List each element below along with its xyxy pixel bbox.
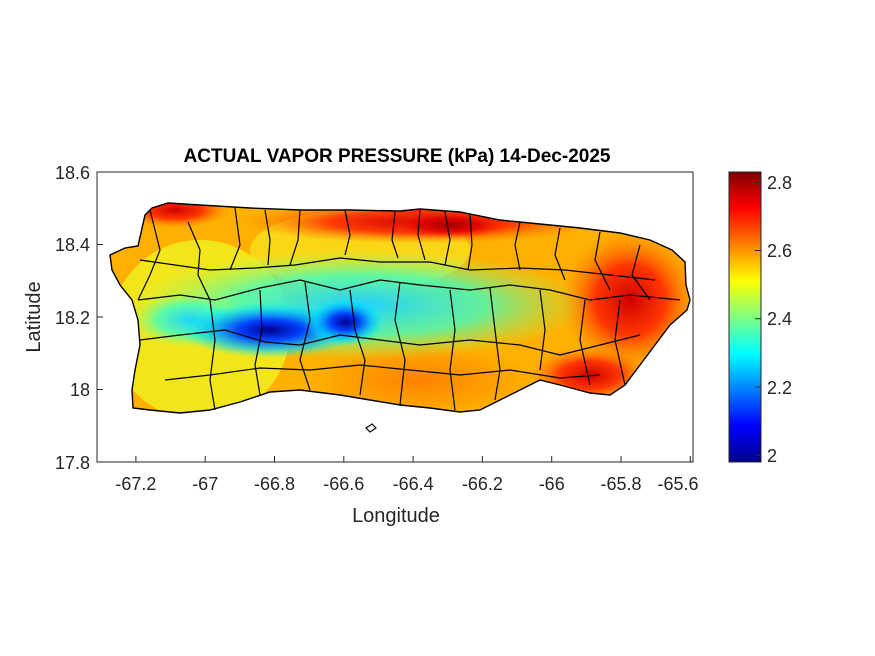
field-red-northwest (120, 203, 230, 228)
colorbar-ticks (755, 181, 761, 456)
colorbar-tick-label: 2.2 (767, 378, 792, 398)
colorbar-tick-label: 2.8 (767, 173, 792, 193)
x-tick-label: -66.6 (323, 474, 364, 494)
chart-title: ACTUAL VAPOR PRESSURE (kPa) 14-Dec-2025 (184, 146, 611, 167)
x-axis (135, 456, 691, 462)
y-tick-label: 18.6 (55, 163, 90, 183)
x-tick-label: -66 (539, 474, 565, 494)
x-tick-label: -67.2 (115, 474, 156, 494)
y-axis (97, 171, 103, 463)
heatmap-field (110, 203, 690, 413)
x-tick-label: -65.6 (657, 474, 698, 494)
municipality-boundaries (137, 207, 681, 411)
colorbar-tick-label: 2.4 (767, 309, 792, 329)
x-tick-label: -65.8 (600, 474, 641, 494)
y-axis-title: Latitude (23, 281, 45, 352)
field-darkred-north (390, 211, 510, 239)
colorbar (728, 171, 762, 463)
y-tick-label: 17.8 (55, 453, 90, 473)
x-tick-label: -66.2 (462, 474, 503, 494)
colorbar-tick-label: 2 (767, 446, 777, 466)
field-blue-low-2 (305, 298, 385, 346)
y-tick-label: 18.4 (55, 235, 90, 255)
x-tick-label: -66.8 (254, 474, 295, 494)
y-tick-label: 18 (70, 380, 90, 400)
y-tick-label: 18.2 (55, 308, 90, 328)
x-tick-label: -66.4 (393, 474, 434, 494)
island-outline (109, 202, 691, 414)
x-axis-title: Longitude (352, 505, 440, 527)
colorbar-tick-label: 2.6 (767, 241, 792, 261)
islet (365, 423, 377, 433)
x-tick-label: -67 (192, 474, 218, 494)
